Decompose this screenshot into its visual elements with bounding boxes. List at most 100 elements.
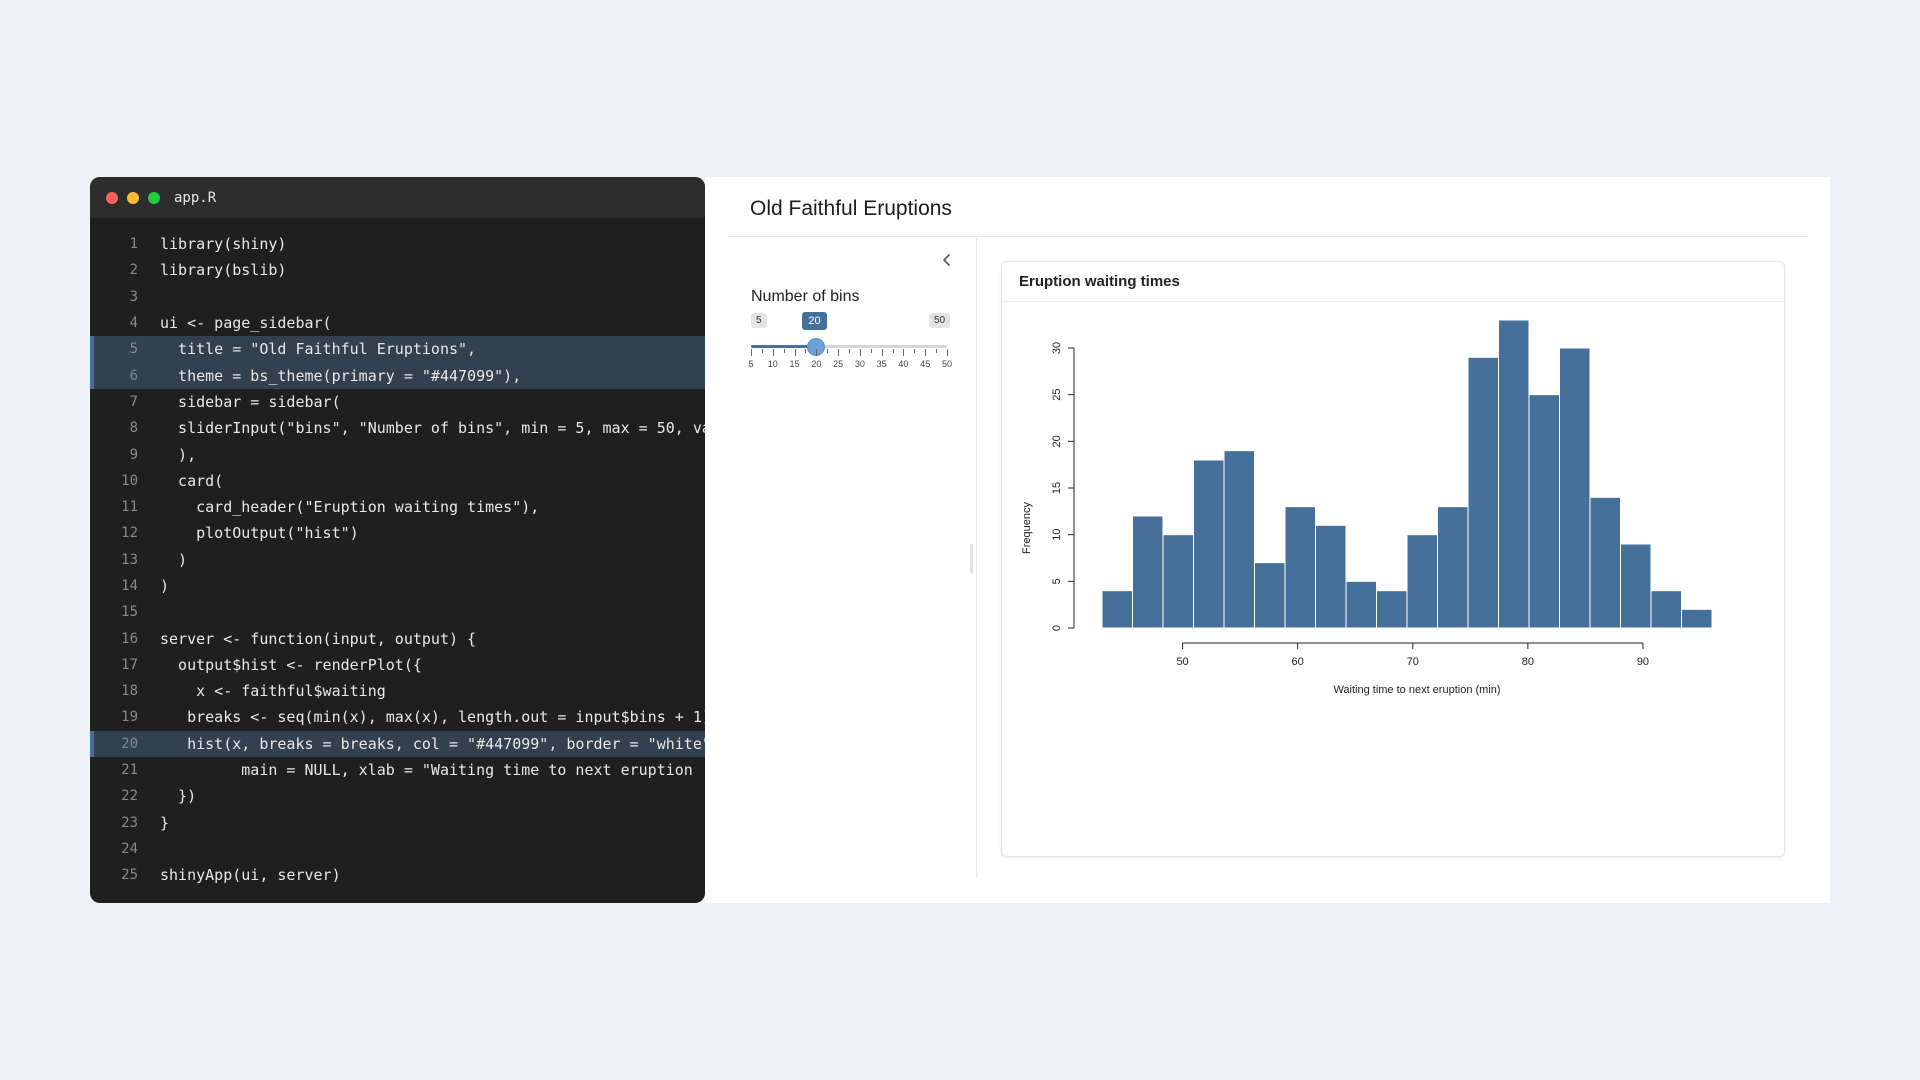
y-tick-label: 20: [1051, 435, 1063, 447]
code-line[interactable]: 19 breaks <- seq(min(x), max(x), length.…: [90, 704, 705, 730]
histogram-bar: [1467, 356, 1499, 629]
code-line[interactable]: 2 library(bslib): [90, 257, 705, 283]
minimize-window-icon[interactable]: [127, 191, 139, 204]
code-text: library(bslib): [160, 261, 287, 280]
code-text: server <- function(input, output) {: [160, 629, 477, 648]
line-number: 1: [129, 236, 138, 253]
code-line[interactable]: 1 library(shiny): [90, 231, 705, 257]
code-line[interactable]: 22 }): [90, 783, 705, 809]
code-text: hist(x, breaks = breaks, col = "#447099"…: [160, 734, 705, 753]
code-text: card_header("Eruption waiting times"),: [160, 498, 540, 517]
slider-tick: [849, 349, 850, 353]
line-number: 16: [121, 630, 138, 647]
code-text: plotOutput("hist"): [160, 524, 359, 543]
line-number: 4: [129, 315, 138, 332]
chart-card: Eruption waiting times 0 5 10 15 20 25 30 Frequ…: [1001, 261, 1785, 857]
sidebar-resize-handle[interactable]: [970, 544, 973, 574]
slider-tick: [859, 349, 861, 356]
x-tick-label: 90: [1637, 656, 1649, 668]
y-tick-label: 30: [1051, 342, 1063, 354]
code-line[interactable]: 9 ),: [90, 441, 705, 467]
code-text: ): [160, 577, 170, 595]
y-tick-label: 5: [1051, 578, 1063, 584]
line-number: 12: [121, 525, 138, 542]
line-number: 24: [121, 840, 138, 857]
code-line[interactable]: 8 sliderInput("bins", "Number of bins", …: [90, 415, 705, 441]
y-tick-label: 15: [1051, 482, 1063, 494]
code-line[interactable]: 18 x <- faithful$waiting: [90, 678, 705, 704]
slider-tick: [903, 349, 905, 356]
code-line[interactable]: 23}: [90, 810, 705, 836]
code-line[interactable]: 20 hist(x, breaks = breaks, col = "#4470…: [90, 730, 705, 758]
code-line[interactable]: 11 card_header("Eruption waiting times")…: [90, 494, 705, 520]
code-text: library(shiny): [160, 235, 287, 254]
slider-tick-label: 35: [876, 359, 887, 369]
histogram-bar: [1620, 543, 1652, 629]
slider-track[interactable]: [751, 345, 947, 348]
y-tick-label: 25: [1051, 389, 1063, 401]
code-line[interactable]: 21 main = NULL, xlab = "Waiting time to …: [90, 757, 705, 783]
line-number: 5: [129, 341, 138, 358]
code-line[interactable]: 14): [90, 573, 705, 599]
histogram-bar: [1284, 506, 1316, 629]
code-line[interactable]: 25 shinyApp(ui, server): [90, 862, 705, 888]
slider-tick: [772, 349, 774, 356]
slider-tick-label: 15: [789, 359, 800, 369]
slider-tick: [914, 349, 916, 353]
slider-fill: [751, 345, 817, 348]
code-line[interactable]: 5 title = "Old Faithful Eruptions",: [90, 336, 705, 363]
code-line[interactable]: 7 sidebar = sidebar(: [90, 389, 705, 415]
line-number: 7: [129, 393, 138, 410]
maximize-window-icon[interactable]: [148, 191, 160, 204]
code-text: }: [160, 813, 170, 832]
code-text: ui <- page_sidebar(: [160, 314, 332, 333]
histogram-bar: [1650, 590, 1682, 629]
slider-tick: [805, 349, 807, 353]
slider-ticks: 5 10 15 20 25 30 35 40 45 50: [748, 349, 952, 373]
code-text: breaks <- seq(min(x), max(x), length.out…: [160, 708, 705, 727]
code-line[interactable]: 6 theme = bs_theme(primary = "#447099"),: [90, 362, 705, 390]
slider-tick: [794, 349, 796, 356]
line-number: 14: [121, 578, 138, 594]
code-text: card(: [160, 471, 224, 490]
code-line[interactable]: 4 ui <- page_sidebar(: [90, 310, 705, 336]
slider-value-label: 20: [802, 312, 827, 330]
line-number: 11: [121, 499, 138, 516]
code-text: theme = bs_theme(primary = "#447099"),: [160, 366, 522, 385]
code-line[interactable]: 24: [90, 836, 705, 862]
line-number: 9: [129, 446, 138, 463]
code-area[interactable]: 1 library(shiny) 2 library(bslib) 3 4 ui <- pa…: [90, 231, 705, 888]
slider-tick: [936, 349, 938, 353]
code-text: sidebar = sidebar(: [160, 392, 341, 411]
code-line[interactable]: 3: [90, 284, 705, 310]
histogram-bar: [1132, 515, 1164, 629]
histogram-bar: [1193, 459, 1225, 629]
code-text: sliderInput("bins", "Number of bins", mi…: [160, 419, 705, 438]
x-tick-label: 50: [1176, 656, 1188, 668]
slider-tick: [870, 349, 872, 353]
line-number: 21: [121, 762, 138, 779]
line-number: 18: [121, 683, 138, 700]
chevron-left-icon[interactable]: [938, 251, 956, 269]
slider-tick-label: 50: [941, 359, 953, 369]
close-window-icon[interactable]: [106, 191, 118, 204]
code-line[interactable]: 15: [90, 599, 705, 625]
shiny-app: Old Faithful Eruptions Number of bins 5 …: [705, 177, 1830, 903]
histogram-bar: [1162, 534, 1194, 629]
code-line[interactable]: 17 output$hist <- renderPlot({: [90, 652, 705, 678]
histogram-bar: [1681, 608, 1713, 629]
code-line[interactable]: 16 server <- function(input, output) {: [90, 625, 705, 651]
x-tick-label: 80: [1522, 656, 1534, 668]
slider-tick: [925, 349, 927, 356]
histogram-bar: [1315, 524, 1347, 629]
x-tick-label: 70: [1407, 656, 1419, 668]
line-number: 13: [121, 551, 138, 568]
card-header: Eruption waiting times: [1002, 262, 1784, 302]
code-line[interactable]: 10 card(: [90, 468, 705, 494]
code-text: main = NULL, xlab = "Waiting time to nex…: [160, 761, 705, 780]
slider-tick: [816, 349, 818, 356]
slider-tick: [947, 349, 948, 356]
histogram-chart: 0 5 10 15 20 25 30 Frequency 50 60 70 80 90 Waiting t…: [1021, 319, 1713, 696]
code-line[interactable]: 12 plotOutput("hist"): [90, 520, 705, 546]
code-line[interactable]: 13 ): [90, 547, 705, 573]
